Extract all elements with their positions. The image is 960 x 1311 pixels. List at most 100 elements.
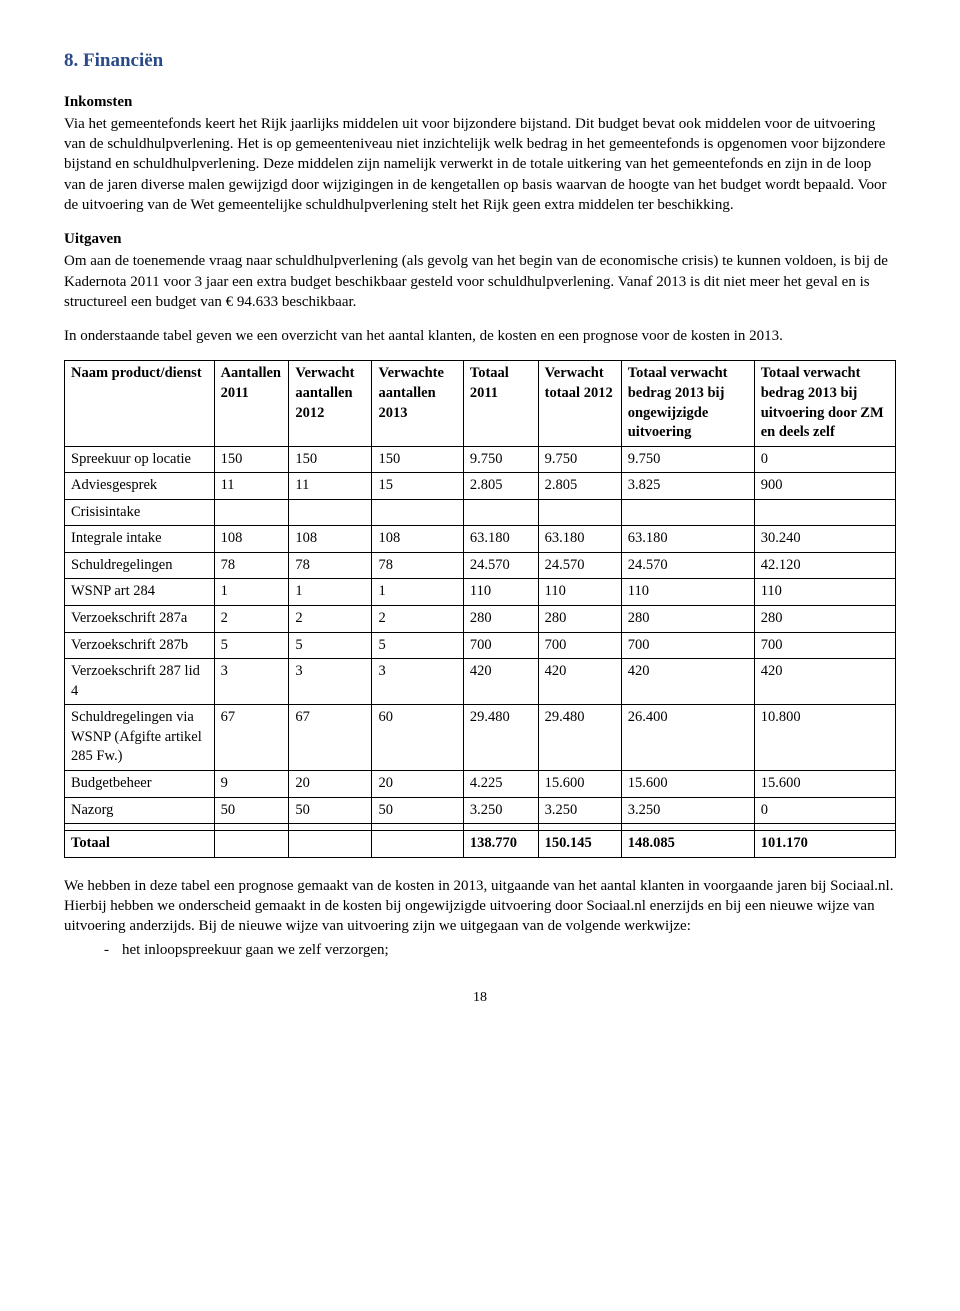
table-cell: 900	[754, 473, 895, 500]
table-header-cell: Aantallen 2011	[214, 361, 289, 446]
table-cell: 50	[289, 797, 372, 824]
table-cell	[214, 824, 289, 831]
table-cell: 2.805	[538, 473, 621, 500]
table-cell: 280	[621, 606, 754, 633]
table-cell: 67	[214, 705, 289, 771]
table-cell: 78	[214, 552, 289, 579]
table-header-cell: Totaal verwacht bedrag 2013 bij uitvoeri…	[754, 361, 895, 446]
table-cell: 63.180	[538, 526, 621, 553]
table-cell: 420	[463, 659, 538, 705]
table-row: Verzoekschrift 287 lid 4333420420420420	[65, 659, 896, 705]
table-cell: 108	[289, 526, 372, 553]
table-cell: 15.600	[621, 770, 754, 797]
table-header-cell: Verwacht totaal 2012	[538, 361, 621, 446]
table-cell	[289, 499, 372, 526]
table-row: Integrale intake10810810863.18063.18063.…	[65, 526, 896, 553]
table-cell: 15.600	[754, 770, 895, 797]
table-cell: WSNP art 284	[65, 579, 215, 606]
table-cell: Budgetbeheer	[65, 770, 215, 797]
table-cell: 50	[214, 797, 289, 824]
table-cell: 110	[754, 579, 895, 606]
table-cell	[463, 824, 538, 831]
table-cell	[621, 824, 754, 831]
table-cell: 280	[463, 606, 538, 633]
section-heading: 8. Financiën	[64, 48, 896, 74]
list-item-text: het inloopspreekuur gaan we zelf verzorg…	[122, 940, 389, 960]
table-cell: 24.570	[538, 552, 621, 579]
table-cell: 108	[214, 526, 289, 553]
table-cell	[538, 499, 621, 526]
table-cell: 24.570	[463, 552, 538, 579]
inkomsten-heading: Inkomsten	[64, 92, 896, 112]
table-cell: 700	[754, 632, 895, 659]
table-cell: 15.600	[538, 770, 621, 797]
table-cell: 78	[289, 552, 372, 579]
table-cell: 700	[463, 632, 538, 659]
table-header-cell: Verwachte aantallen 2013	[372, 361, 463, 446]
table-cell: 3	[289, 659, 372, 705]
list-item: - het inloopspreekuur gaan we zelf verzo…	[104, 940, 896, 960]
table-cell: 29.480	[538, 705, 621, 771]
table-cell: Adviesgesprek	[65, 473, 215, 500]
table-cell: 63.180	[463, 526, 538, 553]
table-total-cell	[372, 831, 463, 858]
table-cell: 5	[289, 632, 372, 659]
table-cell: Verzoekschrift 287b	[65, 632, 215, 659]
table-cell: 50	[372, 797, 463, 824]
table-cell: 3.250	[538, 797, 621, 824]
table-cell: 11	[214, 473, 289, 500]
closing-body: We hebben in deze tabel een prognose gem…	[64, 876, 896, 937]
table-cell: 5	[372, 632, 463, 659]
table-row: Spreekuur op locatie1501501509.7509.7509…	[65, 446, 896, 473]
table-header-cell: Totaal verwacht bedrag 2013 bij ongewijz…	[621, 361, 754, 446]
table-cell: 1	[289, 579, 372, 606]
page-number: 18	[64, 989, 896, 1008]
table-cell: 108	[372, 526, 463, 553]
table-cell	[463, 499, 538, 526]
table-row: Nazorg5050503.2503.2503.2500	[65, 797, 896, 824]
table-total-cell: 138.770	[463, 831, 538, 858]
uitgaven-body: Om aan de toenemende vraag naar schuldhu…	[64, 251, 896, 312]
table-cell: Schuldregelingen	[65, 552, 215, 579]
table-total-cell	[214, 831, 289, 858]
table-row: Verzoekschrift 287a222280280280280	[65, 606, 896, 633]
table-row: Verzoekschrift 287b555700700700700	[65, 632, 896, 659]
table-cell: 2	[372, 606, 463, 633]
table-cell: 11	[289, 473, 372, 500]
table-row: Schuldregelingen78787824.57024.57024.570…	[65, 552, 896, 579]
table-cell: 700	[538, 632, 621, 659]
table-cell	[372, 824, 463, 831]
table-cell: 0	[754, 797, 895, 824]
table-total-cell: 101.170	[754, 831, 895, 858]
table-cell: 1	[214, 579, 289, 606]
table-total-cell: Totaal	[65, 831, 215, 858]
table-cell: 9.750	[538, 446, 621, 473]
table-cell: Spreekuur op locatie	[65, 446, 215, 473]
table-cell: 42.120	[754, 552, 895, 579]
table-row: Adviesgesprek1111152.8052.8053.825900	[65, 473, 896, 500]
uitgaven-heading: Uitgaven	[64, 229, 896, 249]
financien-table: Naam product/dienstAantallen 2011Verwach…	[64, 360, 896, 857]
table-cell: 26.400	[621, 705, 754, 771]
table-cell: 280	[754, 606, 895, 633]
table-cell: 110	[621, 579, 754, 606]
table-total-cell	[289, 831, 372, 858]
table-cell: 20	[372, 770, 463, 797]
table-cell: Schuldregelingen via WSNP (Afgifte artik…	[65, 705, 215, 771]
table-cell	[372, 499, 463, 526]
table-cell: 67	[289, 705, 372, 771]
table-cell: 150	[214, 446, 289, 473]
table-cell: Verzoekschrift 287 lid 4	[65, 659, 215, 705]
table-cell: 2	[289, 606, 372, 633]
dash-icon: -	[104, 940, 122, 960]
closing-list: - het inloopspreekuur gaan we zelf verzo…	[104, 940, 896, 960]
table-cell: 2	[214, 606, 289, 633]
table-cell: 78	[372, 552, 463, 579]
table-cell	[754, 499, 895, 526]
table-cell	[289, 824, 372, 831]
inkomsten-body: Via het gemeentefonds keert het Rijk jaa…	[64, 114, 896, 215]
table-row	[65, 824, 896, 831]
table-cell	[538, 824, 621, 831]
table-cell: 3	[214, 659, 289, 705]
table-cell: 700	[621, 632, 754, 659]
